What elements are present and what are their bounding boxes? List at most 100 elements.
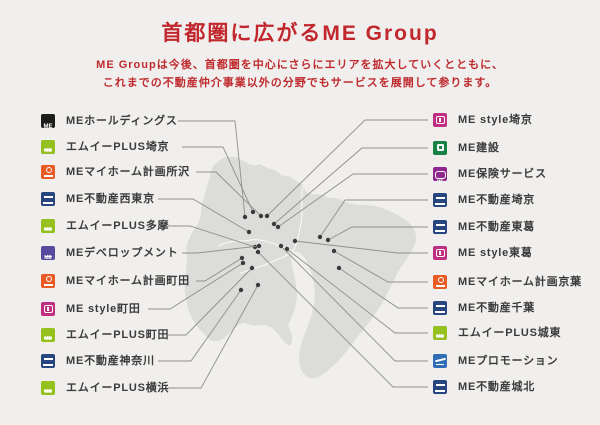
location-dot [271,221,277,227]
logo-glyph-shape [437,277,444,283]
company-label: ME不動産城北 [458,381,536,393]
connector-line [333,250,428,283]
subtitle-line-1: ME Groupは今後、首都圏を中心にさらにエリアを拡大していくとともに、 [96,59,504,71]
fudosan-logo-icon [433,301,447,315]
connector-line [182,146,254,213]
location-dot [238,287,244,293]
connector-line [168,225,256,248]
plus-logo-icon: ME [433,326,447,340]
plus-logo-icon: ME [41,140,55,154]
logo-glyph-shape [45,276,52,282]
style-logo-icon [41,302,55,316]
connector-line [148,262,244,310]
logo-glyph-shape [435,116,445,124]
fudosan-logo-icon [41,354,55,368]
logo-glyph-shape [434,357,446,362]
company-label: ME不動産東葛 [458,221,536,233]
connector-line [178,120,246,218]
logo-glyph-shape [44,228,52,230]
connector-line [182,245,260,254]
location-dot [284,246,290,252]
logo-glyph-shape [435,310,445,313]
logo-glyph-shape [438,145,442,149]
logo-glyph-text: ME [436,334,444,340]
location-dot [292,238,298,244]
holdings-logo-icon: ME [41,114,55,128]
location-dot [275,224,281,230]
company-label: MEデベロップメント [66,247,179,259]
myhome-logo-icon [41,165,55,179]
location-dot [264,213,270,219]
company-label: ME建設 [458,142,500,154]
logo-glyph-shape [44,337,52,339]
company-label: ME不動産神奈川 [66,355,155,367]
location-dot [239,255,245,261]
company-label: MEプロモーション [458,355,559,367]
logo-glyph-shape [435,249,445,257]
company-label: MEマイホーム計画所沢 [66,166,190,178]
hoken-logo-icon: ME [433,167,447,181]
connector-line [168,284,259,389]
company-label: エムイーPLUS埼京 [66,141,170,153]
logo-glyph-shape [43,305,53,313]
location-dot [249,265,255,271]
connector-line [168,267,253,336]
logo-glyph-shape [45,167,52,173]
company-label: ME style東葛 [458,247,533,259]
logo-glyph-shape [43,175,53,177]
company-label: ME style埼京 [458,114,533,126]
logo-glyph-shape [435,384,445,386]
logo-glyph-shape [435,197,445,199]
prefecture-border [239,251,294,274]
plus-logo-icon: ME [41,219,55,233]
fudosan-logo-icon [433,193,447,207]
plus-logo-icon: ME [41,328,55,342]
location-dot [325,237,331,243]
logo-glyph-text: ME [44,336,52,342]
connector-line [338,267,428,309]
fudosan-logo-icon [433,220,447,234]
logo-glyph-text: ME [437,178,443,181]
company-label: MEホールディングス [66,115,178,127]
company-label: ME不動産千葉 [458,302,536,314]
logo-glyph-shape [43,284,53,286]
logo-glyph-shape [435,305,445,307]
logo-glyph-text: ME [44,255,52,260]
company-label: エムイーPLUS横浜 [66,382,170,394]
style-logo-icon [433,113,447,127]
logo-glyph-shape [435,285,445,287]
logo-glyph-shape [43,196,53,198]
fudosan-logo-icon [41,192,55,206]
logo-glyph-shape [43,201,53,204]
connector-line [327,226,428,241]
location-dot [317,234,323,240]
myhome-logo-icon [41,274,55,288]
company-label: エムイーPLUS多摩 [66,220,170,232]
location-dot [331,248,337,254]
logo-glyph-text: ME [44,389,52,395]
logo-glyph-shape [43,363,53,366]
fudosan-logo-icon [433,380,447,394]
prefecture-border [217,239,294,252]
kensetsu-logo-icon [433,141,447,155]
subtitle-line-2: これまでの不動産仲介事業以外の分野でもサービスを展開して参ります。 [102,77,498,89]
connector-line [158,198,250,233]
logo-glyph-shape [435,202,445,205]
location-dot [240,260,246,266]
location-dot [336,265,342,271]
logo-glyph-text: ME [44,227,52,233]
logo-glyph-shape [436,364,444,365]
location-dot [250,209,256,215]
location-dot [255,249,261,255]
logo-glyph-text: ME [44,148,52,154]
myhome-logo-icon [433,275,447,289]
logo-glyph-shape [435,170,446,179]
connector-line [266,119,428,217]
logo-glyph-shape [44,256,52,257]
logo-glyph-shape [43,358,53,360]
location-dot [258,213,264,219]
logo-glyph-shape [435,224,445,226]
connector-line [257,251,428,388]
logo-glyph-shape [435,389,445,392]
